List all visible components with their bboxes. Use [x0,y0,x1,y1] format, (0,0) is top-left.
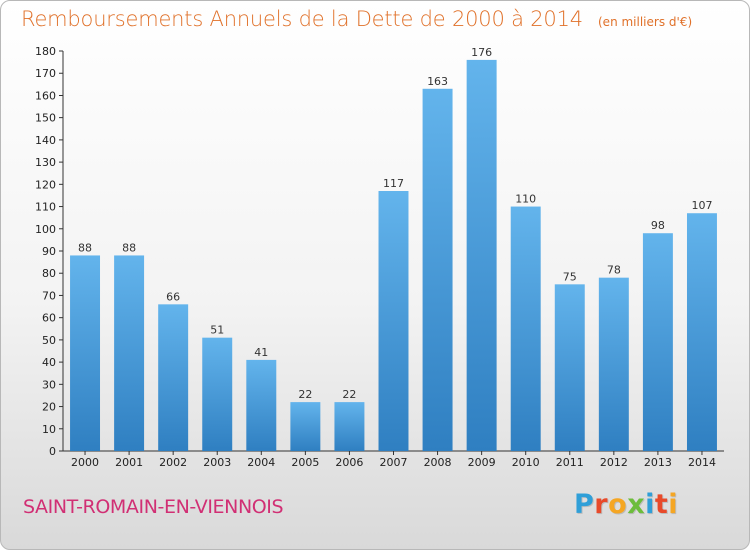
axes: 0 10 20 30 40 50 60 70 80 90 100 110 120 130 140 150 160… [35,45,724,469]
x-tick-label: 2011 [556,456,584,469]
data-label-2000: 88 [78,241,92,254]
x-tick-label: 2006 [335,456,363,469]
y-tick-label: 90 [42,245,56,258]
bars [70,59,717,452]
bar-2004 [246,359,277,451]
y-tick-label: 0 [49,445,56,458]
y-tick-label: 40 [42,356,56,369]
data-label-2010: 110 [515,193,536,206]
y-tick-label: 50 [42,334,56,347]
bar-2011 [554,284,585,451]
x-tick-label: 2004 [247,456,275,469]
data-label-2001: 88 [122,241,136,254]
x-tick-label: 2009 [468,456,496,469]
x-tick-label: 2002 [159,456,187,469]
bar-2001 [114,255,145,451]
data-label-2003: 51 [210,324,224,337]
bar-2014 [686,213,717,451]
y-tick-label: 100 [35,223,56,236]
x-tick-label: 2001 [115,456,143,469]
proxiti-logo: Proxiti [574,489,678,520]
logo-letter: r [594,489,609,520]
y-tick-label: 30 [42,378,56,391]
bar-2010 [510,206,541,451]
chart-title: Remboursements Annuels de la Dette de 20… [21,7,692,31]
y-tick-label: 160 [35,89,56,102]
data-label-2009: 176 [471,46,492,59]
bar-2006 [334,402,365,451]
data-labels: 88 88 66 51 41 22 22 117 163 176 110 75 78 98 107 [78,46,712,401]
data-label-2005: 22 [298,388,312,401]
data-label-2013: 98 [651,219,665,232]
logo-letter: P [574,489,595,520]
data-label-2004: 41 [254,346,268,359]
logo-letter: i [668,489,679,520]
title-text: Remboursements Annuels de la Dette de 20… [21,7,583,31]
x-tick-label: 2012 [600,456,628,469]
y-tick-label: 140 [35,134,56,147]
bar-2000 [70,255,101,451]
logo-letter: o [608,489,628,520]
data-label-2002: 66 [166,290,180,303]
x-tick-label: 2000 [71,456,99,469]
y-tick-label: 150 [35,112,56,125]
data-label-2008: 163 [427,75,448,88]
logo-letter: x [627,489,646,520]
data-label-2006: 22 [342,388,356,401]
bar-2008 [422,88,453,452]
y-tick-label: 130 [35,156,56,169]
bar-2009 [466,59,497,452]
bar-2007 [378,191,409,451]
x-tick-label: 2013 [644,456,672,469]
bar-2012 [598,277,629,451]
y-tick-label: 20 [42,401,56,414]
x-tick-label: 2007 [380,456,408,469]
data-label-2007: 117 [383,177,404,190]
bar-2003 [202,337,233,451]
bar-2002 [158,304,189,451]
y-tick-label: 180 [35,45,56,58]
x-tick-label: 2003 [203,456,231,469]
y-tick-label: 120 [35,178,56,191]
data-label-2011: 75 [563,270,577,283]
y-tick-label: 70 [42,289,56,302]
x-tick-label: 2014 [688,456,716,469]
commune-name: SAINT-ROMAIN-EN-VIENNOIS [23,496,284,518]
x-tick-label: 2008 [424,456,452,469]
y-tick-label: 170 [35,67,56,80]
bar-2005 [290,402,321,451]
logo-letter: t [654,489,669,520]
x-tick-label: 2005 [291,456,319,469]
data-label-2012: 78 [607,264,621,277]
y-tick-label: 110 [35,201,56,214]
y-tick-label: 80 [42,267,56,280]
data-label-2014: 107 [691,199,712,212]
y-tick-label: 60 [42,312,56,325]
logo-letter: i [645,489,655,520]
y-tick-label: 10 [42,423,56,436]
unit-label: (en milliers d'€) [598,15,693,29]
bar-2013 [642,233,673,451]
x-tick-label: 2010 [512,456,540,469]
